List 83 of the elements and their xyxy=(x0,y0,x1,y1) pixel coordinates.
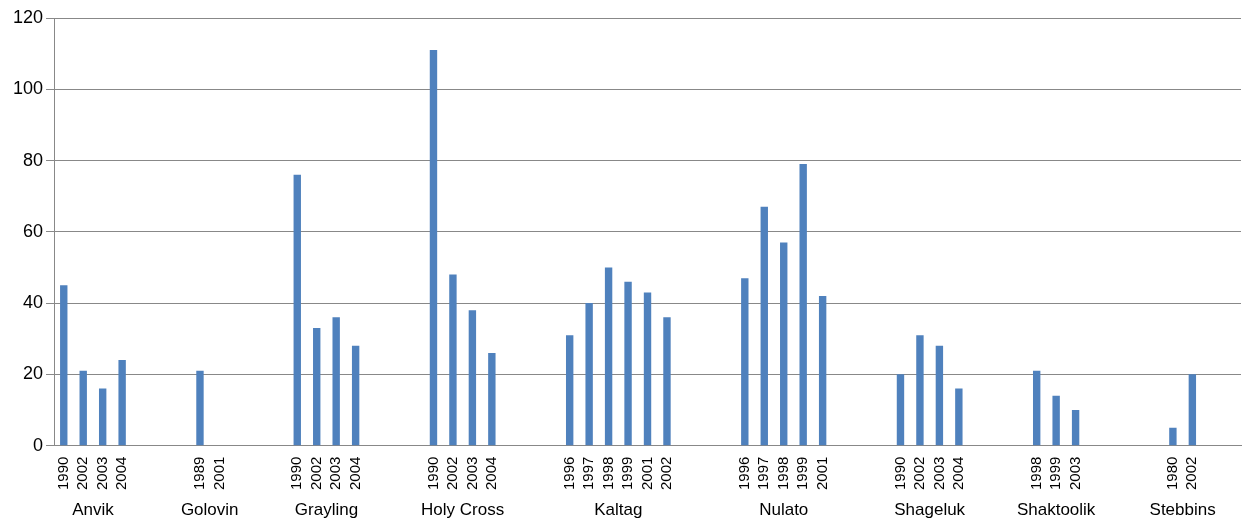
text: Golovin xyxy=(180,500,239,519)
x-tick-label: 1998 xyxy=(773,456,791,491)
text: Holy Cross xyxy=(421,500,505,519)
x-tick-label: 1990 xyxy=(423,456,441,491)
x-tick-label: 1999 xyxy=(1046,456,1064,491)
x-tick-label: 2002 xyxy=(73,456,91,491)
bar xyxy=(313,328,321,446)
bar xyxy=(916,335,924,446)
bar xyxy=(1032,370,1041,446)
text: Grayling xyxy=(294,500,359,519)
text: Nulato xyxy=(759,500,809,519)
text: Stebbins xyxy=(1149,500,1216,519)
x-tick-label: 2003 xyxy=(929,456,947,491)
x-tick-label: 2002 xyxy=(657,456,675,491)
x-tick-label: 1989 xyxy=(190,456,208,491)
bar xyxy=(1071,410,1080,446)
x-tick-label: 1980 xyxy=(1163,456,1181,491)
bar xyxy=(818,295,827,446)
y-tick-label: 0 xyxy=(33,434,44,455)
y-tick-label: 100 xyxy=(12,78,44,99)
bar xyxy=(955,388,963,446)
y-tick-label: 60 xyxy=(23,220,44,241)
x-tick-label: 2001 xyxy=(637,456,655,491)
bar xyxy=(799,164,807,446)
bar xyxy=(565,335,574,446)
x-tick-label: 1997 xyxy=(754,456,772,491)
x-tick-label: 2003 xyxy=(462,456,480,491)
x-tick-label: 1990 xyxy=(287,456,305,491)
bar xyxy=(332,317,340,446)
bar xyxy=(585,303,593,446)
x-tick-label: 2002 xyxy=(1182,456,1200,491)
y-tick-label: 80 xyxy=(23,149,44,170)
x-tick-label: 2001 xyxy=(812,456,830,491)
x-tick-label: 2002 xyxy=(306,456,324,491)
x-tick-label: 2004 xyxy=(112,456,130,491)
text: Shaktoolik xyxy=(1016,500,1096,519)
bar xyxy=(98,388,107,446)
x-tick-label: 1996 xyxy=(734,456,752,491)
x-tick-label: 1999 xyxy=(793,456,811,491)
x-tick-label: 2003 xyxy=(92,456,110,491)
x-tick-label: 2003 xyxy=(326,456,344,491)
bar xyxy=(468,310,477,446)
x-tick-label: 2002 xyxy=(910,456,928,491)
bar xyxy=(118,360,126,446)
x-tick-label: 1998 xyxy=(1026,456,1044,491)
x-tick-label: 2001 xyxy=(209,456,227,491)
bar xyxy=(896,374,905,446)
x-tick-label: 2002 xyxy=(443,456,461,491)
text: Kaltag xyxy=(594,500,643,519)
x-tick-label: 2004 xyxy=(948,456,966,491)
x-tick-label: 1996 xyxy=(559,456,577,491)
bar xyxy=(1169,427,1177,446)
bar xyxy=(604,267,613,446)
bar xyxy=(780,242,788,446)
bar xyxy=(935,345,944,446)
bar xyxy=(488,352,496,446)
y-tick-label: 20 xyxy=(23,363,44,384)
bar xyxy=(196,370,204,446)
bar xyxy=(663,317,671,446)
text: Shageluk xyxy=(894,500,966,519)
bar xyxy=(79,370,87,446)
x-tick-label: 2003 xyxy=(1065,456,1083,491)
bar xyxy=(429,50,438,446)
x-tick-label: 1990 xyxy=(890,456,908,491)
y-tick-label: 40 xyxy=(23,292,44,313)
x-tick-label: 1990 xyxy=(53,456,71,491)
bar xyxy=(741,278,749,446)
x-tick-label: 1999 xyxy=(618,456,636,491)
bar xyxy=(760,206,768,446)
x-tick-label: 1998 xyxy=(598,456,616,491)
x-tick-label: 1997 xyxy=(579,456,597,491)
x-tick-label: 2004 xyxy=(481,456,499,491)
bar xyxy=(643,292,652,446)
bar xyxy=(351,345,360,446)
bar xyxy=(1052,395,1060,446)
bar xyxy=(293,174,301,446)
bar xyxy=(60,285,68,446)
text: Anvik xyxy=(72,500,115,519)
y-tick-label: 120 xyxy=(12,6,44,27)
bar xyxy=(1188,374,1197,446)
bar xyxy=(624,281,632,446)
x-tick-label: 2004 xyxy=(345,456,363,491)
bar xyxy=(449,274,457,446)
